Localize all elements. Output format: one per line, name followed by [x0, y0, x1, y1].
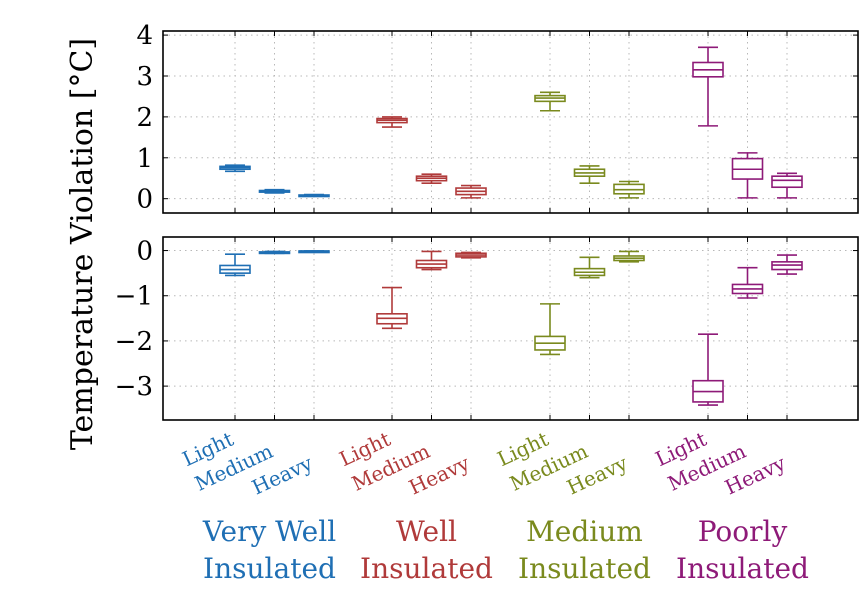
- group-label: Insulated: [203, 552, 336, 585]
- y-tick-label: −3: [115, 372, 153, 402]
- y-tick-label: 0: [136, 237, 153, 267]
- y-tick-label: −2: [115, 327, 153, 357]
- y-tick-label: −1: [115, 282, 153, 312]
- group-label: Very Well: [202, 515, 336, 548]
- panel-frame: [162, 236, 859, 421]
- y-tick-label: 4: [136, 21, 153, 51]
- group-label: Insulated: [360, 552, 493, 585]
- group-label: Well: [396, 515, 457, 548]
- box-body: [771, 175, 803, 189]
- group-label: Insulated: [676, 552, 809, 585]
- group-label: Poorly: [698, 515, 788, 548]
- y-tick-label: 3: [136, 62, 153, 92]
- group-label: Medium: [526, 515, 643, 548]
- y-tick-label: 1: [136, 144, 153, 174]
- panel-frame: [162, 30, 859, 214]
- y-axis-label: Temperature Violation [°C]: [65, 38, 100, 450]
- y-tick-label: 2: [136, 103, 153, 133]
- group-label: Insulated: [518, 552, 651, 585]
- y-tick-label: 0: [136, 185, 153, 215]
